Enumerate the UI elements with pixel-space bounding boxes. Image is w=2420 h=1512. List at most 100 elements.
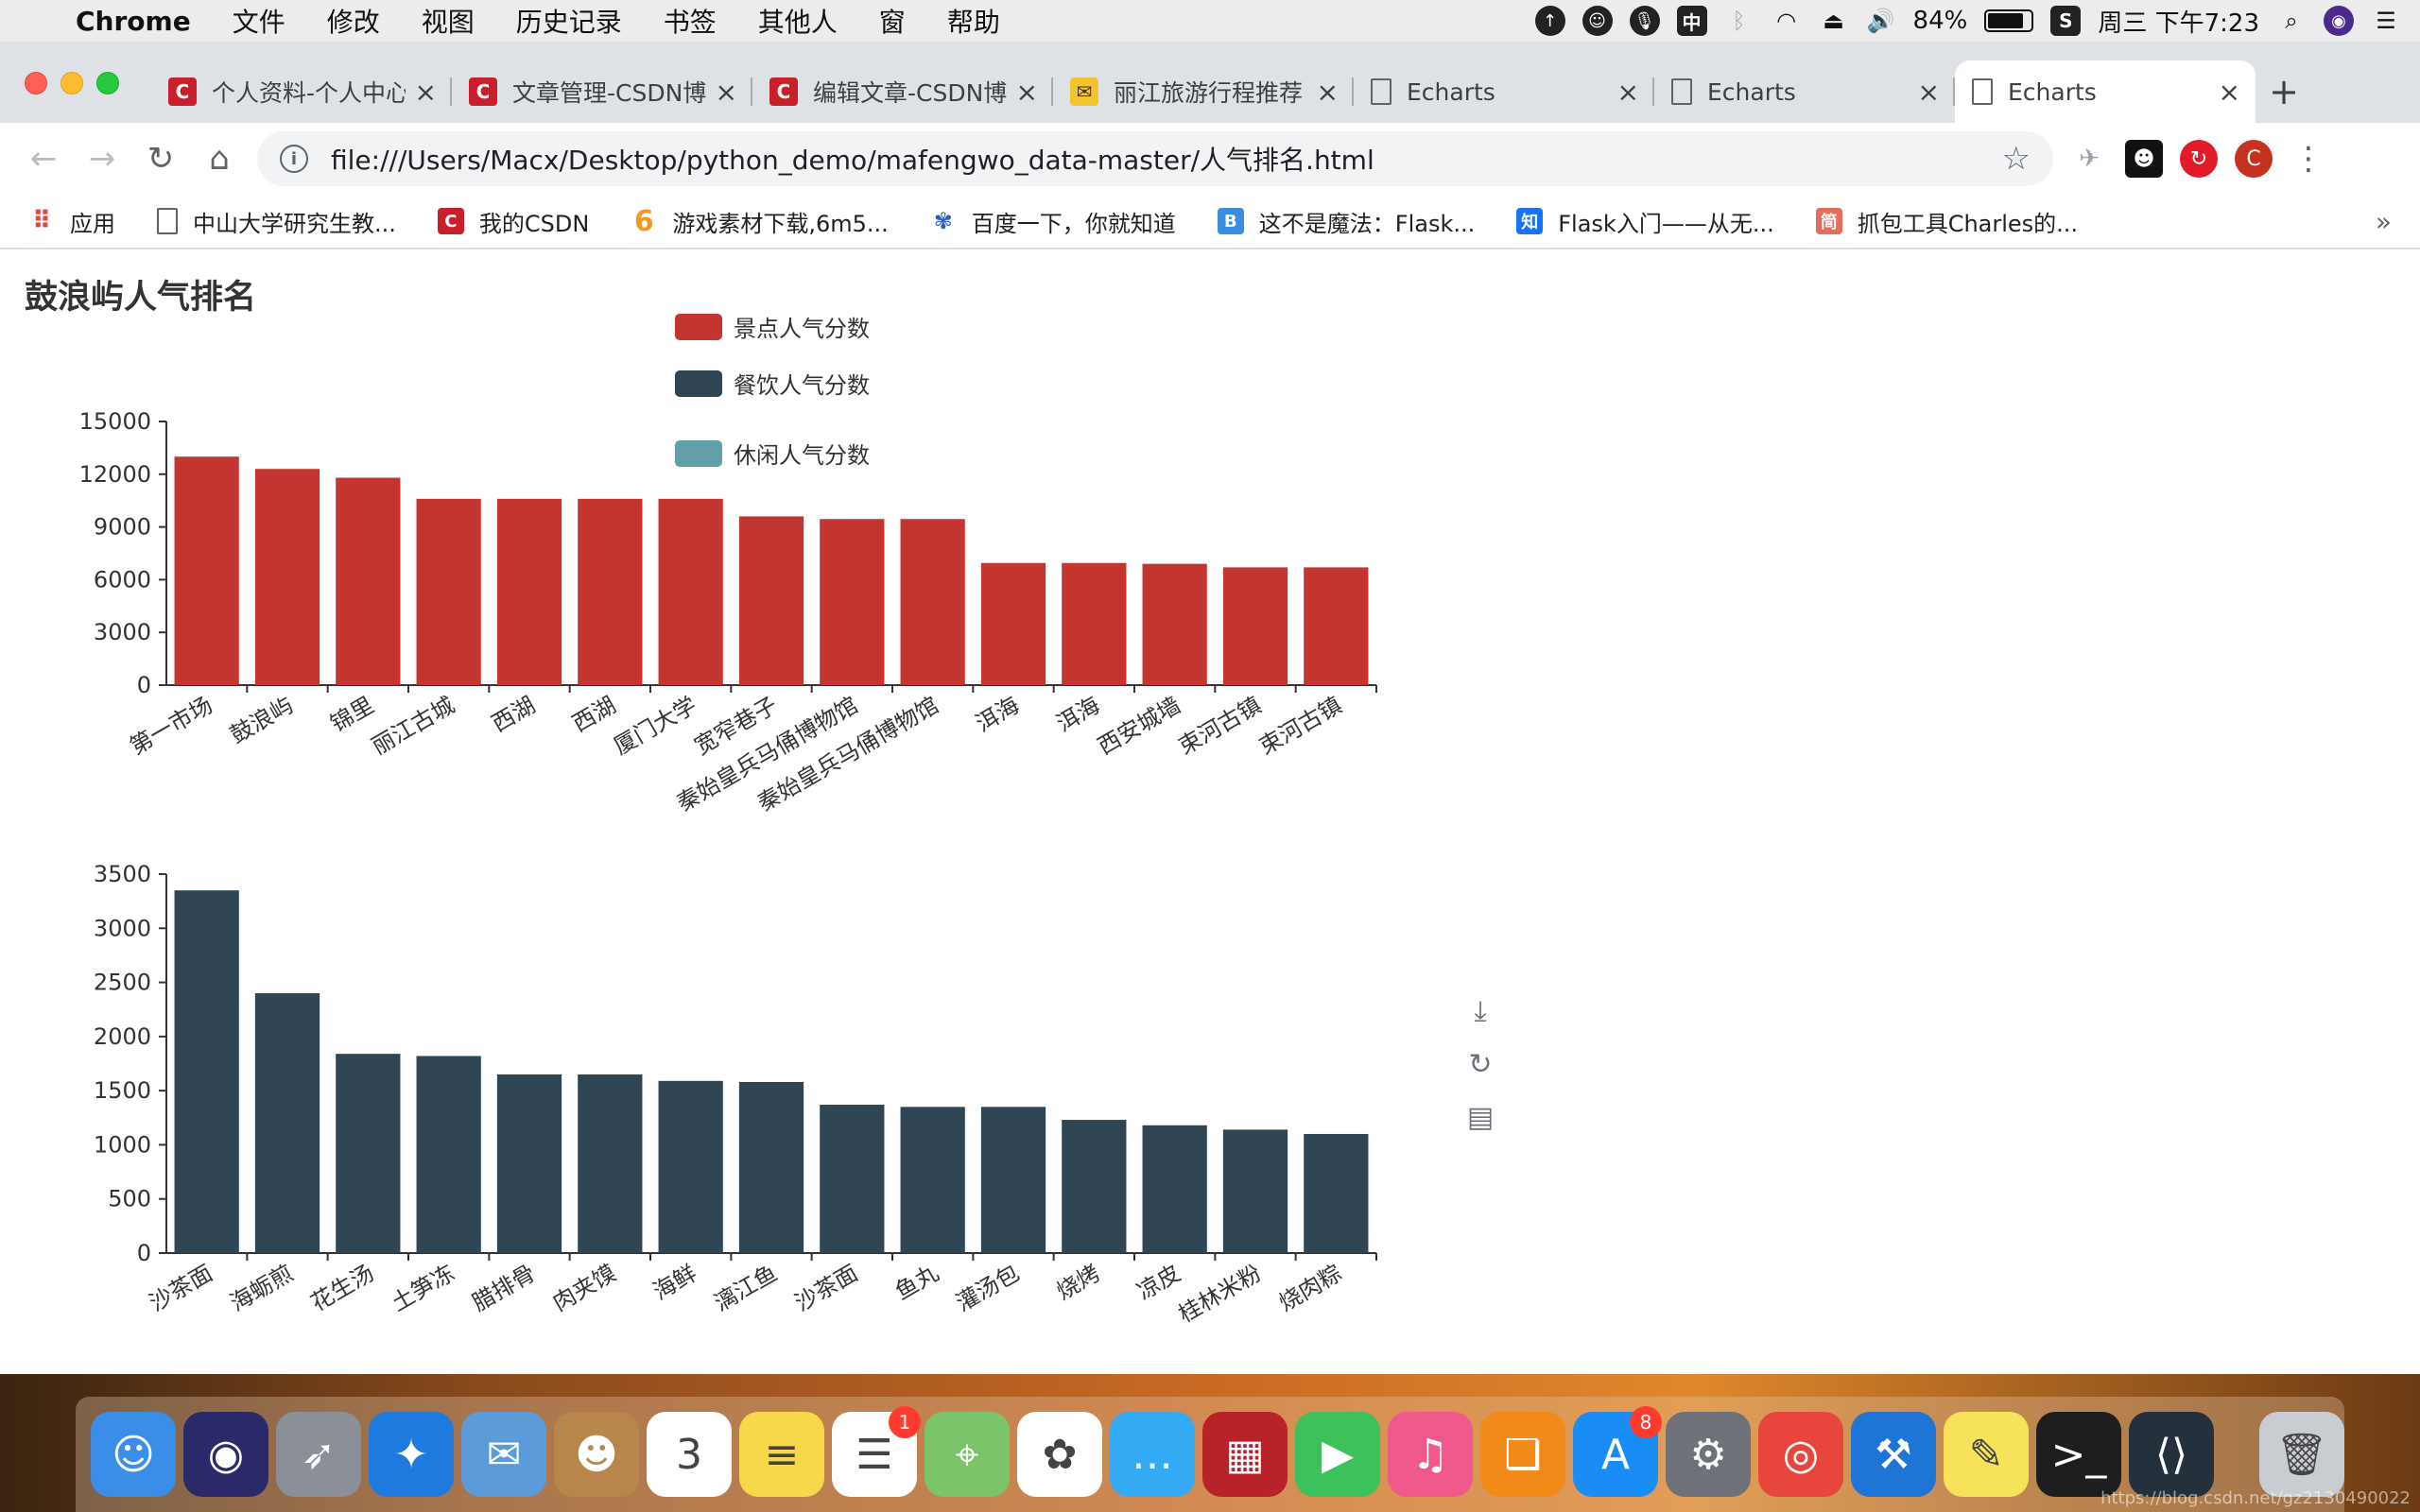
input-method-icon[interactable]: 中 [1676,6,1707,36]
forward-button[interactable]: → [88,140,116,178]
close-tab-icon[interactable]: × [1015,76,1038,108]
menu-view[interactable]: 视图 [421,7,475,38]
data-view-icon[interactable]: ▤ [1466,1100,1495,1134]
minimize-window-button[interactable] [60,72,83,94]
menubar-clock[interactable]: 周三 下午7:23 [2098,9,2259,38]
bar [820,1105,885,1253]
airplay-icon[interactable]: ⏏ [1823,8,1844,34]
finder-icon[interactable]: ☺ [91,1412,176,1497]
close-tab-icon[interactable]: × [414,76,437,108]
bookmark-star-icon[interactable]: ☆ [2001,140,2031,178]
calendar-icon[interactable]: 3 [647,1412,732,1497]
menu-people[interactable]: 其他人 [757,7,838,38]
tab-profile[interactable]: C 个人资料-个人中心 × [151,60,452,123]
legend-item-dining[interactable]: 餐饮人气分数 [675,367,870,400]
volume-icon[interactable]: 🔊 [1866,8,1895,34]
menu-help[interactable]: 帮助 [946,7,1000,38]
maps-icon[interactable]: ⌖ [925,1412,1010,1497]
bookmark-flask-intro[interactable]: 知 Flask入门——从无... [1516,205,1774,238]
reload-button[interactable]: ↻ [147,140,175,178]
notification-center-icon[interactable]: ☰ [2376,8,2396,34]
address-bar[interactable]: i file:///Users/Macx/Desktop/python_demo… [257,131,2053,186]
spotlight-search-icon[interactable]: ⌕ [2285,8,2298,34]
extension-bird-icon[interactable]: ✈ [2079,145,2100,173]
system-preferences-icon[interactable]: ⚙ [1666,1412,1751,1497]
app-menu[interactable]: Chrome [76,5,191,37]
photo-booth-icon[interactable]: ▦ [1202,1412,1288,1497]
menu-file[interactable]: 文件 [232,7,285,38]
terminal-icon[interactable]: >_ [2036,1412,2121,1497]
menu-history[interactable]: 历史记录 [515,7,622,38]
menu-edit[interactable]: 修改 [326,7,380,38]
close-tab-icon[interactable]: × [2218,76,2240,108]
bookmark-flask-magic[interactable]: B 这不是魔法：Flask... [1217,205,1475,238]
menu-window[interactable]: 窗 [878,7,906,38]
bar [820,519,885,685]
close-tab-icon[interactable]: × [1616,76,1639,108]
refresh-icon[interactable]: ↻ [1468,1047,1493,1081]
wifi-icon[interactable]: ◠ [1776,8,1797,34]
bar [416,498,481,685]
x-category-label: 沙茶面 [145,1260,216,1316]
legend-swatch [675,439,722,467]
bookmark-sysu[interactable]: 中山大学研究生教... [157,205,396,238]
bookmark-game-assets[interactable]: 6 游戏素材下载,6m5... [631,205,889,238]
tab-article-management[interactable]: C 文章管理-CSDN博客 × [452,60,752,123]
reminders-icon[interactable]: ☰ 1 [832,1406,921,1497]
mail-app-icon[interactable]: ✉ [461,1412,546,1497]
xcode-icon[interactable]: ⚒ [1851,1412,1936,1497]
stickies-icon[interactable]: ✎ [1944,1412,2029,1497]
tab-echarts-2[interactable]: Echarts × [1654,60,1955,123]
more-bookmarks-icon[interactable]: » [2375,205,2392,237]
trash-icon[interactable]: 🗑 [2259,1412,2344,1497]
download-icon[interactable]: ⤓ [1474,994,1487,1028]
tab-echarts-1[interactable]: Echarts × [1354,60,1654,123]
new-tab-button[interactable]: + [2269,71,2299,112]
bluetooth-icon[interactable]: ᛒ [1732,8,1746,34]
legend-item-scenic[interactable]: 景点人气分数 [675,310,870,343]
s-app-icon[interactable]: S [2050,6,2082,36]
close-window-button[interactable] [25,72,47,94]
siri-icon[interactable]: ◉ [183,1412,268,1497]
itunes-icon[interactable]: ♫ [1388,1412,1473,1497]
status-agent-icon[interactable]: ↑ [1534,6,1565,36]
notes-icon[interactable]: ≡ [739,1412,824,1497]
chrome-menu-icon[interactable]: ⋮ [2292,140,2325,178]
profile-avatar[interactable]: C [2235,140,2273,178]
tab-lijiang-travel[interactable]: ✉ 丽江旅游行程推荐 × [1053,60,1354,123]
launchpad-icon[interactable]: ➶ [276,1412,361,1497]
battery-icon[interactable] [1984,9,2034,32]
menu-bookmarks[interactable]: 书签 [663,7,717,38]
home-button[interactable]: ⌂ [209,140,230,178]
back-button[interactable]: ← [29,140,58,178]
url-text[interactable]: file:///Users/Macx/Desktop/python_demo/m… [331,145,1374,176]
messages-icon[interactable]: … [1110,1412,1195,1497]
close-tab-icon[interactable]: × [715,76,737,108]
siri-menubar-icon[interactable]: ◉ [2324,6,2354,36]
photos-icon[interactable]: ✿ [1017,1412,1102,1497]
bookmark-charles[interactable]: 简 抓包工具Charles的... [1815,205,2078,238]
microphone-icon[interactable]: 🎙 [1629,6,1660,36]
facetime-icon[interactable]: ▶ [1295,1412,1380,1497]
chrome-icon[interactable]: ◎ [1758,1412,1843,1497]
safari-icon[interactable]: ✦ [369,1412,454,1497]
bookmark-label: Flask入门——从无... [1558,210,1774,237]
close-tab-icon[interactable]: × [1316,76,1339,108]
extension-sync-icon[interactable]: ↻ [2180,140,2218,178]
vscode-icon[interactable]: ⟨⟩ [2129,1412,2214,1497]
bookmark-apps[interactable]: ⠿ 应用 [28,205,115,238]
zoom-window-button[interactable] [96,72,119,94]
extension-mask-icon[interactable]: ☻ [2125,140,2163,178]
close-tab-icon[interactable]: × [1917,76,1940,108]
tab-echarts-active[interactable]: Echarts × [1955,60,2256,123]
bookmark-baidu[interactable]: ✾ 百度一下，你就知道 [930,205,1176,238]
bookmark-my-csdn[interactable]: C 我的CSDN [437,205,590,238]
site-info-icon[interactable]: i [280,145,308,173]
tab-edit-article[interactable]: C 编辑文章-CSDN博客 × [752,60,1053,123]
legend-item-leisure[interactable]: 休闲人气分数 [675,437,870,470]
bookmark-label: 我的CSDN [478,210,590,237]
ibooks-icon[interactable]: ❑ [1480,1412,1565,1497]
contacts-icon[interactable]: ☻ [554,1412,639,1497]
status-smiley-icon[interactable]: ☺ [1582,6,1613,36]
